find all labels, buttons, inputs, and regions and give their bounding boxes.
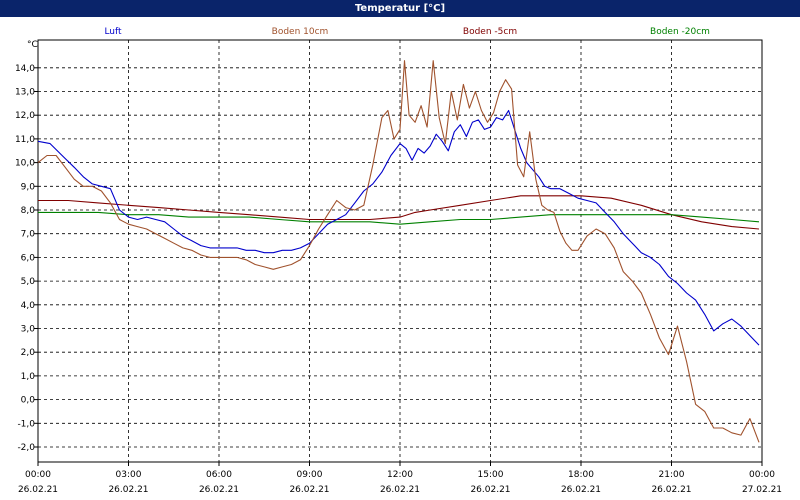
y-tick-label: 3,0 (21, 325, 36, 335)
legend: Luft Boden 10cm Boden -5cm Boden -20cm (104, 27, 710, 37)
y-tick-label: 8,0 (21, 206, 36, 216)
series-line-boden-10cm (37, 60, 760, 443)
y-tick-label: 4,0 (21, 301, 36, 311)
y-tick-label: 9,0 (21, 182, 36, 192)
x-tick-time: 03:00 (116, 470, 142, 480)
x-tick-date: 26.02.21 (380, 485, 420, 495)
series-line-boden-5cm (38, 195, 760, 230)
chart-title: Temperatur [°C] (0, 0, 800, 17)
series-line-luft (37, 109, 760, 346)
temperature-chart: 14,0 13,0 12,0 11,0 10,0 9,0 8,0 7,0 6,0 5,0 4,0 3,… (15, 27, 782, 495)
x-tick-date: 26.02.21 (289, 485, 329, 495)
x-tick-date: 26.02.21 (18, 485, 58, 495)
x-tick-time: 06:00 (206, 470, 232, 480)
grid-lines (38, 40, 762, 462)
x-tick-date: 26.02.21 (199, 485, 239, 495)
x-tick-date: 26.02.21 (561, 485, 601, 495)
x-tick-time: 12:00 (387, 470, 413, 480)
y-tick-label: 7,0 (21, 230, 36, 240)
series-lines (37, 60, 760, 443)
y-tick-label: 11,0 (15, 135, 35, 145)
legend-item: Luft (104, 27, 122, 37)
y-tick-label: 5,0 (21, 277, 36, 287)
y-tick-label: 13,0 (15, 88, 35, 98)
y-tick-label: 12,0 (15, 111, 35, 121)
x-tick-date: 26.02.21 (470, 485, 510, 495)
x-tick-time: 00:00 (749, 470, 775, 480)
x-tick-time: 00:00 (25, 470, 51, 480)
x-tick-date: 26.02.21 (651, 485, 691, 495)
x-tick-time: 15:00 (478, 470, 504, 480)
x-tick-date: 27.02.21 (742, 485, 782, 495)
legend-item: Boden 10cm (272, 27, 329, 37)
y-unit-label: °C (27, 40, 38, 50)
y-tick-label: 0,0 (21, 396, 36, 406)
y-tick-label: 10,0 (15, 159, 35, 169)
x-tick-time: 18:00 (568, 470, 594, 480)
x-tick-date: 26.02.21 (108, 485, 148, 495)
y-tick-label: -1,0 (17, 419, 35, 429)
y-tick-label: 14,0 (15, 64, 35, 74)
legend-item: Boden -5cm (463, 27, 517, 37)
y-tick-label: 2,0 (21, 348, 36, 358)
series-line-boden-20cm (38, 211, 760, 225)
y-tick-label: 6,0 (21, 253, 36, 263)
x-tick-time: 09:00 (297, 470, 323, 480)
x-tick-time: 21:00 (659, 470, 685, 480)
x-axis: 00:00 26.02.21 03:00 26.02.21 06:00 26.02.21 0… (18, 462, 782, 495)
legend-item: Boden -20cm (650, 27, 710, 37)
y-axis: 14,0 13,0 12,0 11,0 10,0 9,0 8,0 7,0 6,0 5,0 4,0 3,… (15, 64, 38, 453)
y-tick-label: -2,0 (17, 443, 35, 453)
y-tick-label: 1,0 (21, 372, 36, 382)
